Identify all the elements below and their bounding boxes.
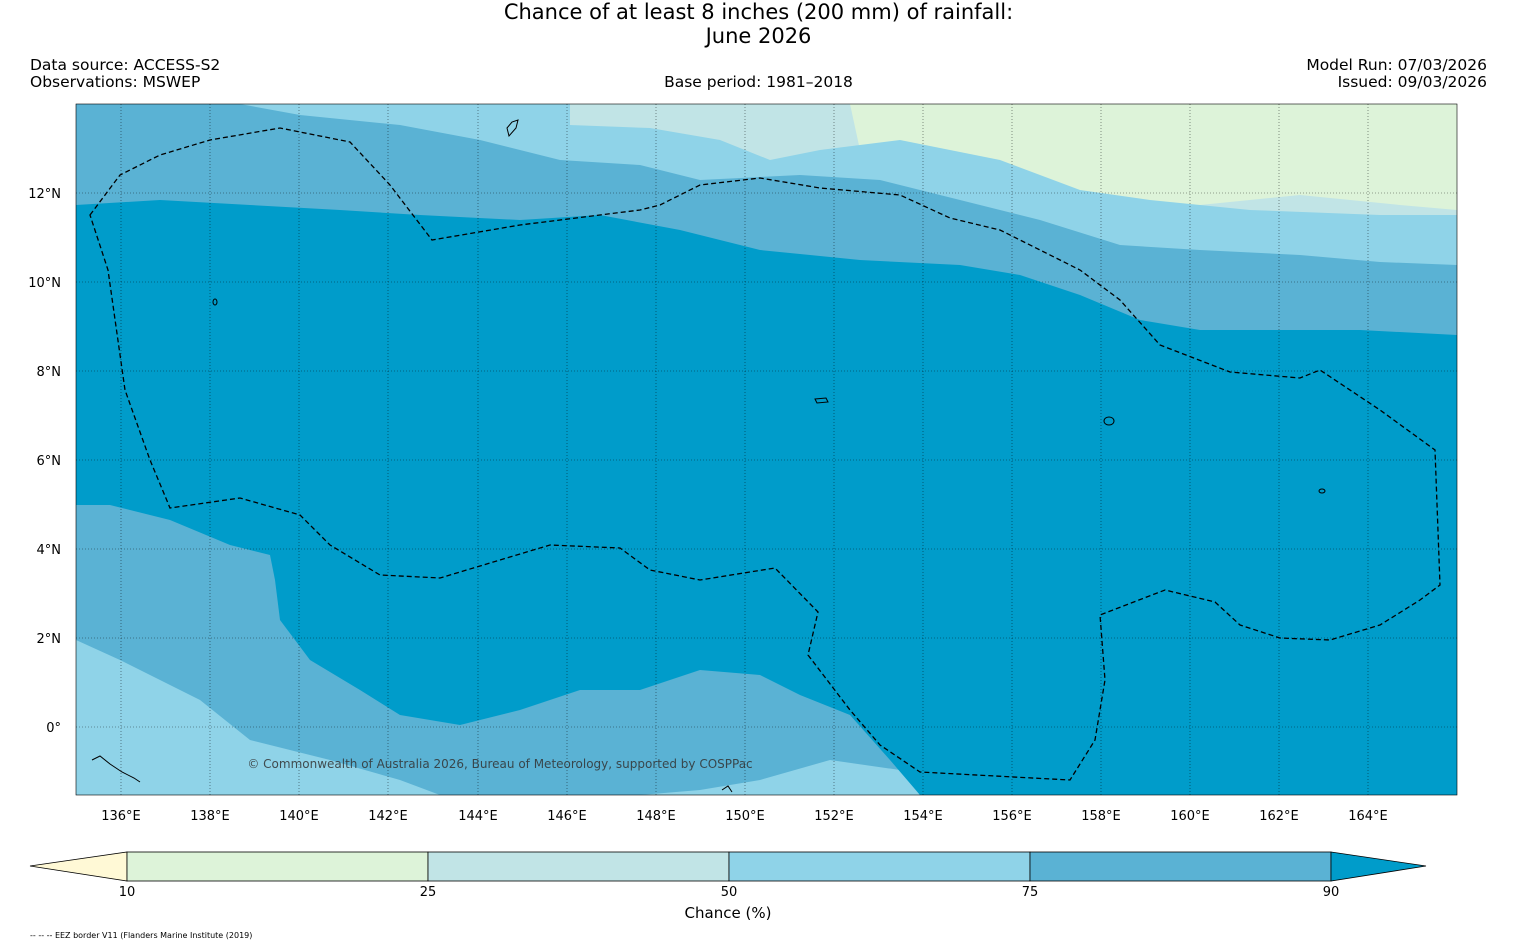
colorbar-segment-below-10 (29, 851, 128, 882)
base-period-label: Base period: 1981–2018 (664, 73, 853, 91)
latitude-label: 12°N (28, 187, 61, 202)
colorbar-tick-75: 75 (1022, 885, 1039, 900)
latitude-label: 4°N (37, 543, 62, 558)
copyright-notice: © Commonwealth of Australia 2026, Bureau… (247, 757, 752, 771)
colorbar-segment-25-50 (427, 851, 730, 882)
data-source-label: Data source: ACCESS-S2 (30, 56, 221, 74)
map-frame (75, 103, 1458, 796)
longitude-label: 160°E (1170, 809, 1210, 824)
longitude-label: 138°E (190, 809, 230, 824)
latitude-label: 2°N (37, 632, 62, 647)
colorbar-tick-10: 10 (119, 885, 136, 900)
latitude-labels: 12°N 10°N 8°N 6°N 4°N 2°N 0° (28, 187, 61, 736)
latitude-label: 8°N (37, 365, 62, 380)
band-above-90 (76, 200, 1457, 795)
colorbar-segment-10-25 (126, 851, 429, 882)
yap-outline (212, 298, 218, 306)
colorbar-label: Chance (%) (685, 904, 772, 922)
colorbar-segment-75-90 (1029, 851, 1332, 882)
longitude-label: 142°E (368, 809, 408, 824)
longitude-label: 144°E (458, 809, 498, 824)
longitude-label: 140°E (279, 809, 319, 824)
chuuk-outline (814, 397, 829, 404)
colorbar-segment-50-75 (728, 851, 1031, 882)
graticule (76, 104, 1457, 795)
longitude-label: 156°E (992, 809, 1032, 824)
latitude-label: 0° (46, 721, 61, 736)
longitude-label: 136°E (101, 809, 141, 824)
pohnpei-outline (1103, 416, 1115, 426)
longitude-labels: 136°E 138°E 140°E 142°E 144°E 146°E 148°E 150°E… (101, 809, 1388, 824)
longitude-label: 162°E (1259, 809, 1299, 824)
longitude-label: 148°E (636, 809, 676, 824)
longitude-label: 150°E (725, 809, 765, 824)
new-guinea-coast-outline (91, 755, 141, 783)
colorbar-tick-90: 90 (1323, 885, 1340, 900)
observations-label: Observations: MSWEP (30, 73, 201, 91)
longitude-label: 164°E (1348, 809, 1388, 824)
colorbar: 10 25 50 75 90 Chance (%) (29, 851, 1427, 922)
probability-fill-layer (76, 104, 1457, 795)
islands-layer (91, 119, 1326, 793)
longitude-label: 146°E (547, 809, 587, 824)
longitude-label: 158°E (1081, 809, 1121, 824)
latitude-label: 10°N (28, 276, 61, 291)
manus-outline (721, 785, 733, 793)
eez-border-line (89, 127, 1441, 781)
longitude-label: 152°E (814, 809, 854, 824)
latitude-label: 6°N (37, 454, 62, 469)
map-title-line2: June 2026 (705, 24, 812, 48)
colorbar-segment-above-90 (1330, 851, 1427, 882)
kosrae-outline (1318, 488, 1326, 494)
issued-label: Issued: 09/03/2026 (1337, 73, 1487, 91)
eez-border-note: -- -- -- EEZ border V11 (Flanders Marine… (30, 931, 252, 940)
colorbar-tick-50: 50 (721, 885, 738, 900)
longitude-label: 154°E (903, 809, 943, 824)
colorbar-tick-25: 25 (420, 885, 437, 900)
map-title-line1: Chance of at least 8 inches (200 mm) of … (503, 0, 1014, 24)
guam-outline (506, 119, 519, 138)
model-run-label: Model Run: 07/03/2026 (1306, 56, 1487, 74)
